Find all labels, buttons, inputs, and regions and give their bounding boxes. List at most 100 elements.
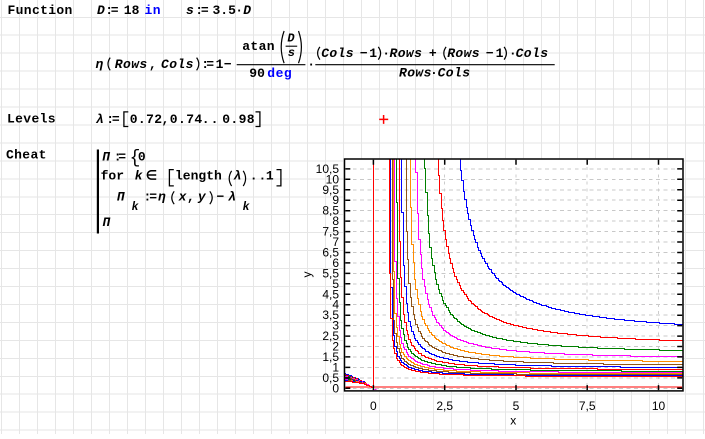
svg-text:λ: λ	[227, 190, 236, 205]
svg-text:·: ·	[509, 46, 517, 61]
svg-text:2,5: 2,5	[436, 399, 453, 413]
svg-text:k: k	[135, 169, 143, 184]
svg-text:=: =	[112, 112, 120, 127]
svg-text:Rows: Rows	[447, 46, 480, 61]
svg-text:9,5: 9,5	[322, 183, 339, 197]
svg-text:7,5: 7,5	[579, 399, 596, 413]
svg-text:−: −	[486, 46, 494, 61]
svg-text:6: 6	[332, 256, 339, 270]
svg-text:8: 8	[332, 214, 339, 228]
svg-text:−: −	[217, 190, 225, 205]
svg-text:5: 5	[513, 399, 520, 413]
svg-text:,: ,	[187, 190, 195, 205]
svg-text:for: for	[101, 169, 124, 184]
svg-text:=: =	[118, 150, 126, 165]
svg-text:.: .	[250, 169, 258, 184]
svg-text:5: 5	[332, 277, 339, 291]
svg-text:9: 9	[332, 193, 339, 207]
svg-text:Π: Π	[103, 215, 111, 230]
svg-text::: :	[195, 3, 203, 18]
svg-text:Levels: Levels	[7, 112, 56, 127]
svg-text:y: y	[197, 190, 207, 205]
svg-text:.: .	[211, 112, 219, 127]
svg-text:k: k	[243, 201, 250, 214]
svg-text:D: D	[243, 3, 251, 18]
svg-text:Cols: Cols	[438, 66, 471, 81]
svg-text:1: 1	[369, 46, 377, 61]
svg-text:1: 1	[216, 57, 224, 72]
svg-text:0,5: 0,5	[322, 371, 339, 385]
svg-text:2,5: 2,5	[322, 329, 339, 343]
svg-text:=: =	[206, 57, 214, 72]
svg-text:k: k	[132, 201, 139, 214]
svg-text:{: {	[130, 149, 141, 169]
svg-text:90: 90	[249, 66, 265, 81]
svg-text:0: 0	[370, 399, 377, 413]
svg-text:Cols: Cols	[516, 46, 549, 61]
svg-text:Rows: Rows	[390, 46, 423, 61]
svg-text:3.5: 3.5	[213, 3, 237, 18]
svg-text:7: 7	[332, 235, 339, 249]
svg-text:in: in	[145, 3, 162, 18]
svg-text:Cols: Cols	[321, 46, 354, 61]
svg-text:λ: λ	[95, 112, 104, 127]
svg-text:6,5: 6,5	[322, 245, 339, 259]
svg-text:−: −	[224, 57, 232, 72]
svg-text:,: ,	[162, 112, 170, 127]
svg-text:y: y	[300, 272, 314, 278]
svg-text:Function: Function	[8, 3, 73, 18]
svg-text:·: ·	[430, 66, 438, 81]
svg-text:1: 1	[332, 360, 339, 374]
svg-text:deg: deg	[267, 66, 292, 81]
svg-text:5,5: 5,5	[322, 266, 339, 280]
svg-text:1: 1	[496, 46, 504, 61]
svg-text:atan: atan	[242, 39, 275, 54]
svg-text:·: ·	[235, 3, 243, 18]
svg-text::: :	[114, 150, 122, 165]
svg-text:+: +	[429, 46, 437, 61]
svg-text:length: length	[175, 169, 222, 184]
svg-text:0.98: 0.98	[222, 112, 255, 127]
svg-text:7,5: 7,5	[322, 225, 339, 239]
svg-text:=: =	[111, 3, 119, 18]
svg-text:Cheat: Cheat	[6, 148, 47, 163]
svg-text:=: =	[201, 3, 209, 18]
svg-text:s: s	[288, 46, 295, 60]
svg-text::: :	[201, 57, 209, 72]
svg-text:x: x	[510, 414, 516, 428]
svg-text:Rows: Rows	[115, 57, 148, 72]
svg-text::: :	[105, 3, 113, 18]
svg-text:0.72: 0.72	[130, 112, 163, 127]
svg-text:4,5: 4,5	[322, 287, 339, 301]
svg-text:1: 1	[266, 169, 274, 184]
svg-text:10,5: 10,5	[316, 162, 340, 176]
svg-text:3,5: 3,5	[322, 308, 339, 322]
svg-text:10: 10	[652, 399, 666, 413]
svg-text:Π: Π	[102, 150, 110, 165]
svg-text:D: D	[97, 3, 105, 18]
svg-text:10: 10	[326, 172, 340, 186]
svg-text:18: 18	[124, 3, 140, 18]
svg-text:Π: Π	[117, 190, 125, 205]
svg-text:Cols: Cols	[161, 57, 194, 72]
svg-text:.: .	[202, 112, 210, 127]
svg-text::: :	[106, 112, 114, 127]
svg-text:1,5: 1,5	[322, 350, 339, 364]
svg-text:Rows: Rows	[399, 66, 432, 81]
svg-text:0: 0	[332, 381, 339, 395]
svg-text:λ: λ	[233, 169, 242, 184]
svg-text:·: ·	[307, 57, 315, 72]
svg-text:,: ,	[149, 57, 157, 72]
svg-text:∈: ∈	[146, 169, 157, 184]
svg-text:0.74: 0.74	[170, 112, 203, 127]
svg-text:−: −	[360, 46, 368, 61]
svg-text:s: s	[186, 3, 194, 18]
svg-text:.: .	[259, 169, 267, 184]
svg-text:2: 2	[332, 340, 339, 354]
svg-text:=: =	[149, 190, 157, 205]
svg-text:·: ·	[382, 46, 390, 61]
svg-text:D: D	[287, 31, 295, 45]
svg-text:8,5: 8,5	[322, 204, 339, 218]
svg-text:η: η	[96, 57, 104, 72]
svg-text:3: 3	[332, 319, 339, 333]
